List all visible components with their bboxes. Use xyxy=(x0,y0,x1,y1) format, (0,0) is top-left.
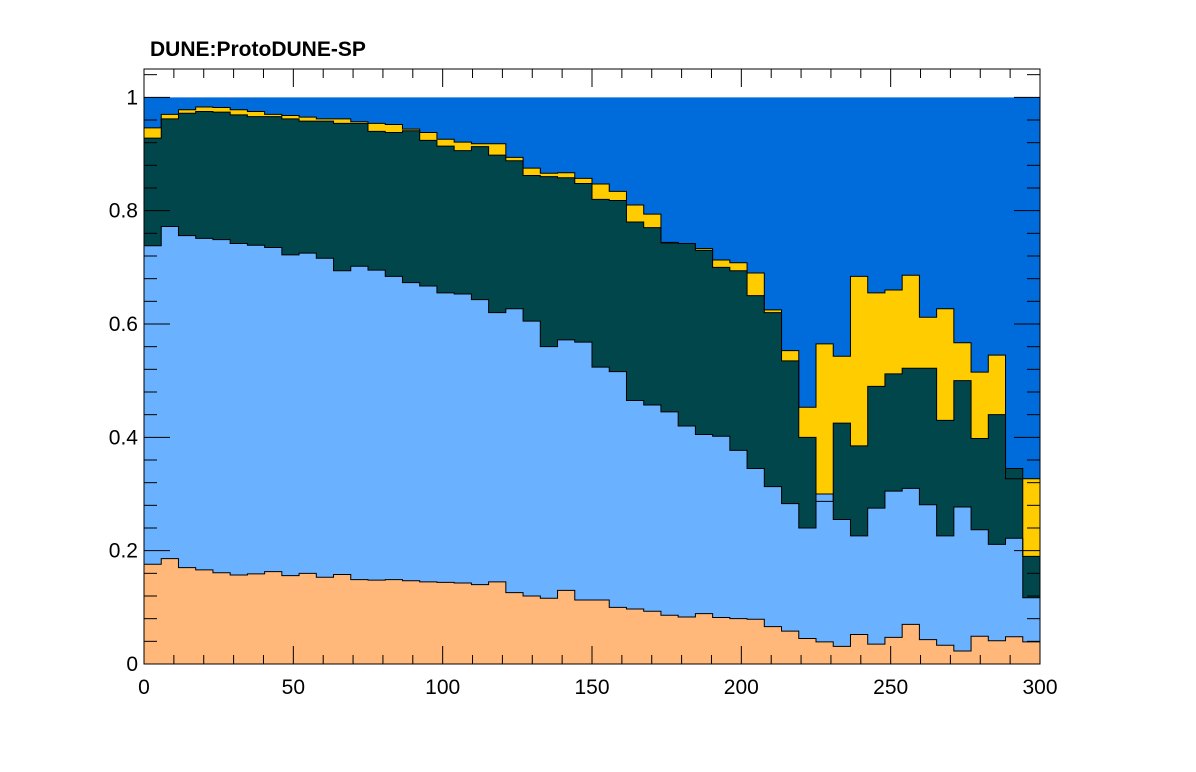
y-tick-label: 0.8 xyxy=(109,200,138,223)
series-outline-2 xyxy=(143,111,1040,664)
chart-title: DUNE:ProtoDUNE-SP xyxy=(150,38,366,61)
tick-layer xyxy=(143,69,1041,665)
y-tick-label: 0.4 xyxy=(109,426,139,449)
x-tick-label: 300 xyxy=(1022,676,1057,699)
series-outline-0 xyxy=(143,558,1040,664)
x-tick-label: 50 xyxy=(282,676,305,699)
x-tick-label: 200 xyxy=(724,676,759,699)
y-tick-label: 0.6 xyxy=(109,313,138,336)
series-outline-1 xyxy=(143,226,1040,664)
tick-label-layer: 0 50 100 150 200 250 300 0 0.2 0.4 0.6 0.8 1 xyxy=(109,86,1058,699)
series-area-1 xyxy=(144,226,1040,665)
series-area-0 xyxy=(144,558,1040,664)
x-tick-label: 150 xyxy=(574,676,609,699)
y-tick-label: 0 xyxy=(126,653,138,676)
x-tick-label: 0 xyxy=(138,676,150,699)
series-layer xyxy=(143,97,1040,665)
x-tick-label: 100 xyxy=(425,676,460,699)
series-outline-3 xyxy=(143,106,1040,664)
x-tick-label: 250 xyxy=(873,676,908,699)
y-tick-label: 1 xyxy=(126,86,138,109)
y-tick-label: 0.2 xyxy=(109,540,138,563)
